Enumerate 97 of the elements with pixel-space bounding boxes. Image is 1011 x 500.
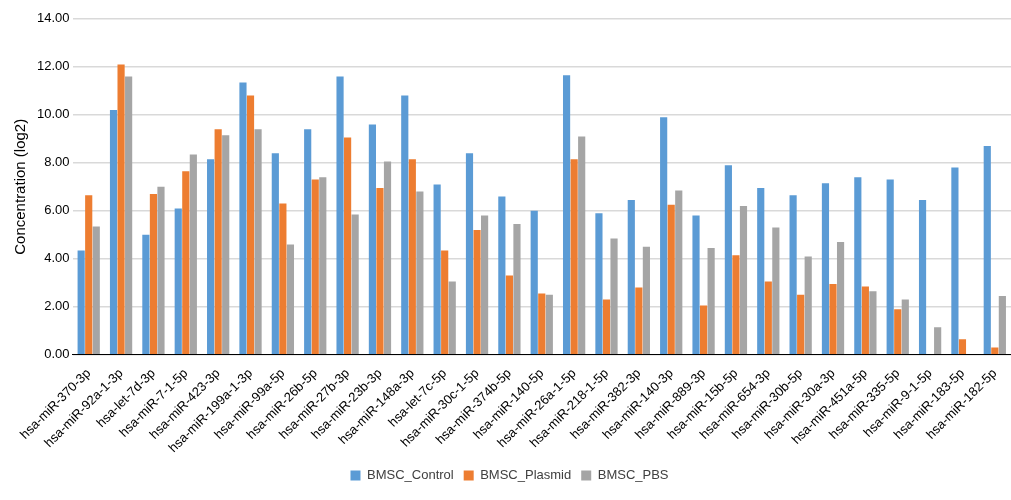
bar (142, 234, 150, 355)
bar (675, 190, 683, 355)
bar (77, 250, 85, 355)
bar (861, 286, 869, 355)
bar (254, 129, 262, 355)
bar (934, 327, 942, 355)
legend-label: BMSC_Control (366, 467, 454, 483)
y-tick-label: 0.00 (44, 346, 70, 362)
bar (530, 210, 538, 355)
bar (836, 241, 845, 355)
bar (610, 238, 618, 355)
bar (545, 294, 553, 355)
bar (732, 255, 740, 355)
bar (901, 299, 909, 355)
bar (886, 179, 894, 355)
bar (667, 204, 675, 355)
y-tick-label: 8.00 (44, 154, 70, 170)
bar (789, 195, 797, 355)
bar (602, 299, 611, 355)
bar (829, 283, 837, 355)
bar (918, 199, 927, 355)
bar (998, 295, 1006, 355)
bar (207, 159, 215, 355)
bar (182, 171, 190, 355)
bar (149, 193, 158, 355)
bar (764, 281, 772, 355)
bar (692, 215, 700, 355)
bar (578, 136, 586, 355)
bar (319, 177, 327, 355)
bar (246, 95, 255, 355)
bar (724, 165, 732, 355)
y-tick-label: 12.00 (36, 58, 70, 74)
bar (376, 187, 384, 355)
bar (351, 214, 359, 355)
bar (570, 159, 578, 355)
bar (513, 223, 521, 355)
bar (214, 129, 222, 355)
bar (157, 186, 165, 355)
bar (772, 227, 780, 355)
bar (538, 293, 546, 355)
bar (757, 187, 765, 355)
bar (481, 215, 489, 355)
bar (821, 183, 830, 355)
bar (707, 247, 715, 355)
bar (344, 137, 352, 355)
bar (85, 195, 93, 355)
bar (642, 246, 650, 355)
bar (804, 256, 812, 355)
bar (660, 117, 668, 355)
bar (951, 167, 959, 355)
bar (189, 154, 197, 355)
bar (448, 281, 456, 355)
bar (635, 287, 643, 355)
bar (286, 244, 295, 355)
bar (441, 250, 449, 355)
bar (894, 309, 902, 355)
bar (279, 203, 287, 355)
y-axis-title: Concentration (log2) (11, 118, 29, 255)
bar (627, 199, 635, 355)
bar (595, 213, 603, 355)
legend-label: BMSC_Plasmid (480, 467, 572, 483)
bar (739, 205, 748, 355)
bar (109, 109, 118, 355)
bar (401, 95, 409, 355)
bar (699, 305, 708, 355)
bar (498, 196, 506, 355)
bar (117, 64, 125, 355)
bar (383, 161, 392, 355)
bar (222, 135, 230, 355)
bar (92, 226, 100, 355)
bar (505, 275, 513, 355)
y-tick-label: 2.00 (44, 298, 70, 314)
bar (416, 191, 424, 355)
bar (854, 177, 862, 355)
bar (983, 145, 991, 355)
y-tick-label: 4.00 (44, 250, 70, 266)
bar (433, 184, 441, 355)
y-tick-label: 14.00 (36, 10, 70, 26)
bar (562, 75, 571, 355)
bar (174, 208, 182, 355)
bar (311, 179, 319, 355)
bar (304, 129, 312, 355)
bar (991, 347, 999, 355)
bar (368, 124, 376, 355)
bar (408, 159, 416, 355)
bar (869, 291, 877, 355)
y-tick-label: 6.00 (44, 202, 70, 218)
bar (125, 76, 133, 355)
bar (797, 294, 805, 355)
bar (239, 82, 247, 355)
bar (465, 153, 474, 355)
legend-label: BMSC_PBS (597, 467, 669, 483)
bar (336, 76, 344, 355)
y-tick-label: 10.00 (36, 106, 70, 122)
bar (958, 339, 967, 355)
bar (473, 229, 481, 355)
bar (271, 153, 279, 355)
